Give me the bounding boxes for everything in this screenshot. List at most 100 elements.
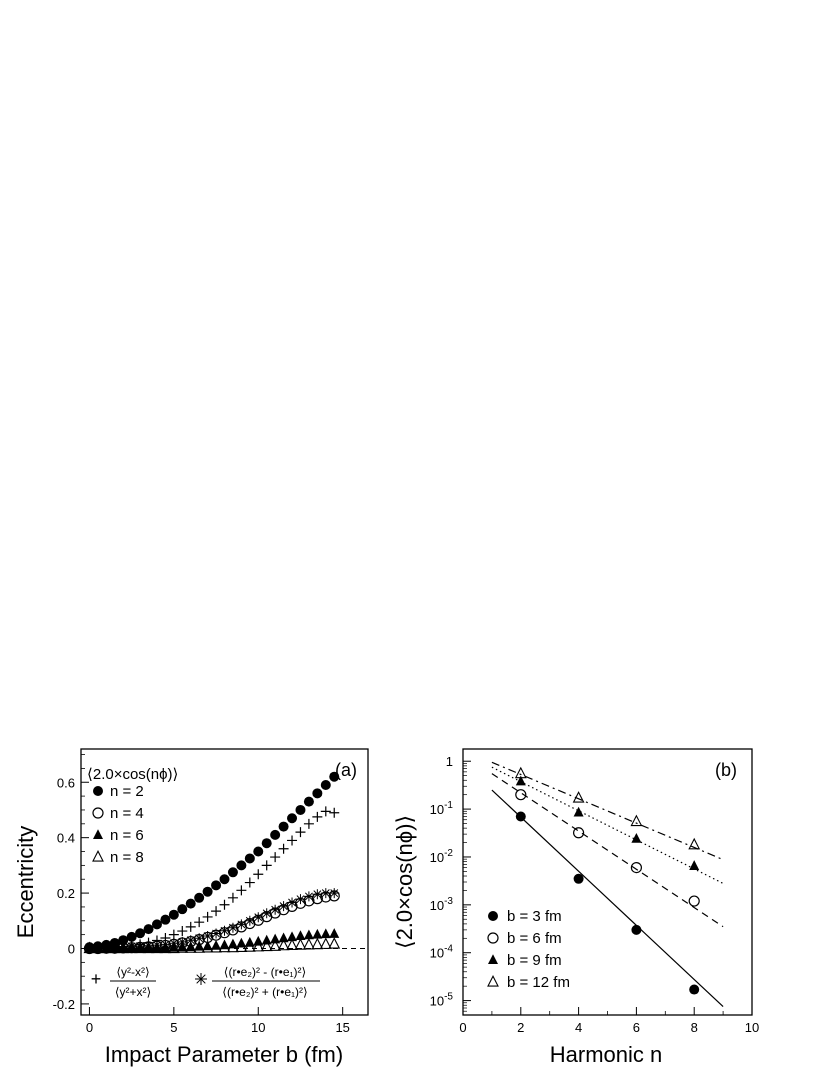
panel-a-x-axis-label: Impact Parameter b (fm) xyxy=(105,1042,343,1067)
data-point-filled-circle xyxy=(515,811,526,822)
legend-marker-filled-triangle xyxy=(488,954,498,965)
data-point-plus xyxy=(211,906,222,917)
legend-marker-filled-triangle xyxy=(93,829,103,840)
data-point-filled-circle xyxy=(303,796,314,807)
data-point-open-triangle xyxy=(286,938,298,951)
data-point-filled-circle xyxy=(194,892,205,903)
legend-label: n = 8 xyxy=(110,849,144,866)
data-point-filled-circle xyxy=(126,931,137,942)
legend-label: b = 6 fm xyxy=(507,930,562,947)
data-point-plus xyxy=(320,806,331,817)
panel-a-label: (a) xyxy=(335,760,357,780)
legend-marker-filled-circle xyxy=(93,786,103,796)
data-point-open-triangle xyxy=(294,938,307,950)
data-point-asterisk xyxy=(84,942,95,953)
data-point-filled-triangle xyxy=(320,928,331,939)
data-point-asterisk xyxy=(261,908,272,919)
data-point-plus xyxy=(270,852,281,863)
data-point-plus xyxy=(253,869,264,880)
series-open-triangle xyxy=(514,766,701,850)
panel-a-x-tick-label: 0 xyxy=(86,1020,93,1035)
panel-a-x-tick-label: 5 xyxy=(170,1020,177,1035)
data-point-plus xyxy=(177,926,188,937)
data-point-filled-circle xyxy=(185,898,196,909)
asterisk-legend-numerator: ⟨(r•e₂)² - (r•e₁)²⟩ xyxy=(224,965,306,979)
data-point-open-triangle xyxy=(252,939,265,952)
panel-b-x-tick-label: 4 xyxy=(575,1020,582,1035)
data-point-filled-circle xyxy=(118,935,129,946)
data-point-asterisk xyxy=(118,941,129,952)
data-point-plus xyxy=(329,807,340,818)
panel-a-y-tick-label: 0 xyxy=(68,942,75,957)
panel-a-eccentricity-chart: 0 5 10 15 -0.2 0 0.2 0.4 0.6 (a) Impact Paramete… xyxy=(13,748,369,1067)
data-point-open-triangle xyxy=(210,940,222,953)
data-point-open-triangle xyxy=(159,941,172,954)
data-point-open-triangle xyxy=(184,941,197,953)
data-point-asterisk xyxy=(160,939,171,950)
asterisk-legend-marker xyxy=(195,973,207,985)
data-point-filled-triangle xyxy=(303,929,314,940)
data-point-open-circle xyxy=(688,895,700,907)
data-point-open-circle xyxy=(515,789,527,801)
panel-b-x-tick-label: 8 xyxy=(691,1020,698,1035)
data-point-filled-triangle xyxy=(278,932,289,943)
data-point-filled-circle xyxy=(270,829,281,840)
data-point-open-triangle xyxy=(218,940,231,953)
data-point-plus xyxy=(287,835,298,846)
data-point-filled-triangle xyxy=(270,933,281,944)
legend-marker-open-triangle xyxy=(92,850,104,862)
data-point-filled-circle xyxy=(227,867,238,878)
data-point-asterisk xyxy=(270,904,281,915)
data-point-asterisk xyxy=(253,912,264,923)
panel-b-y-tick-label: 10-1 xyxy=(430,800,454,817)
data-point-asterisk xyxy=(151,940,162,951)
data-point-open-triangle xyxy=(688,837,701,850)
panel-a-frame xyxy=(80,748,369,1016)
legend-marker-open-circle xyxy=(487,932,499,944)
tick-base: 10 xyxy=(430,802,444,817)
panel-a-bottom-legend: + ⟨y²-x²⟩ ⟨y²+x²⟩ ⟨(r•e₂)² - (r•e₁)²⟩ ⟨(… xyxy=(91,965,320,999)
panel-b-x-tick-label: 6 xyxy=(633,1020,640,1035)
data-point-plus xyxy=(168,929,179,940)
data-point-asterisk xyxy=(320,888,331,899)
data-point-filled-triangle xyxy=(295,930,306,941)
data-point-filled-circle xyxy=(278,821,289,832)
data-point-open-triangle xyxy=(328,937,341,949)
data-point-filled-circle xyxy=(211,880,222,891)
data-point-filled-circle xyxy=(287,813,298,824)
tick-exponent: -3 xyxy=(444,896,453,907)
tick-base: 10 xyxy=(430,994,444,1009)
data-point-filled-circle xyxy=(160,914,171,925)
data-point-asterisk xyxy=(211,928,222,939)
data-point-filled-circle xyxy=(631,924,642,935)
legend-label: n = 4 xyxy=(110,805,144,822)
data-point-filled-circle xyxy=(689,984,700,995)
series-filled-triangle xyxy=(515,775,700,870)
panel-b-x-axis-label: Harmonic n xyxy=(550,1042,662,1067)
data-point-filled-triangle xyxy=(573,806,584,817)
data-point-open-triangle xyxy=(243,940,256,952)
data-point-open-triangle xyxy=(193,941,206,953)
data-point-filled-triangle xyxy=(227,938,238,949)
data-point-filled-circle xyxy=(312,788,323,799)
data-point-asterisk xyxy=(202,931,213,942)
panel-a-legend: n = 2 n = 4 n = 6 n = 8 xyxy=(92,783,144,866)
data-point-open-triangle xyxy=(125,941,138,954)
panel-b-y-tick-label: 10-5 xyxy=(430,992,454,1009)
data-point-asterisk xyxy=(295,894,306,905)
tick-exponent: -4 xyxy=(444,944,453,955)
data-point-open-triangle xyxy=(319,937,332,949)
data-point-plus xyxy=(312,811,323,822)
data-point-asterisk xyxy=(109,941,120,952)
data-point-filled-circle xyxy=(219,874,230,885)
data-point-open-triangle xyxy=(134,941,146,954)
tick-base: 10 xyxy=(430,850,444,865)
data-point-asterisk xyxy=(135,941,146,952)
data-point-asterisk xyxy=(303,891,314,902)
data-point-asterisk xyxy=(236,919,247,930)
panel-b-y-tick-label: 10-3 xyxy=(430,896,454,913)
data-point-filled-circle xyxy=(143,924,154,935)
data-point-open-circle xyxy=(630,861,643,874)
